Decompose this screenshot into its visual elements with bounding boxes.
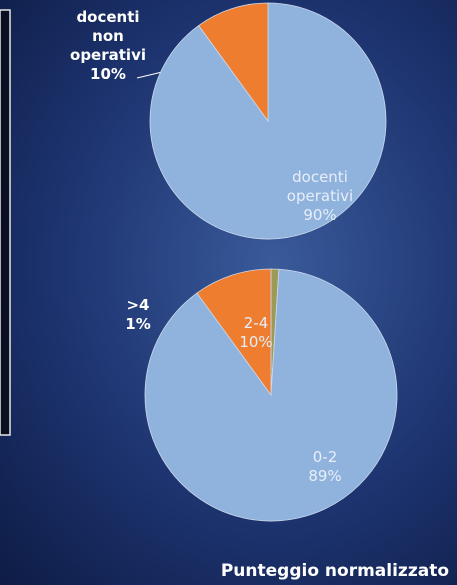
- chart-caption: Punteggio normalizzato: [221, 561, 449, 581]
- slice-label: 2-4: [226, 314, 286, 333]
- slice-value-label: 10%: [226, 333, 286, 352]
- slice-value-label: 89%: [285, 467, 365, 486]
- slice-label: >4: [118, 296, 158, 315]
- chart: [0, 0, 457, 585]
- slice-label: docenti non operativi: [68, 8, 148, 65]
- slice-value-label: 10%: [68, 65, 148, 84]
- slide: Punteggio normalizzato docenti operativi…: [0, 0, 457, 585]
- slice-value-label: 90%: [270, 206, 370, 225]
- side-panel: [0, 10, 10, 435]
- slice-value-label: 1%: [118, 315, 158, 334]
- slice-label: 0-2: [285, 448, 365, 467]
- slice-label: docenti operativi: [270, 168, 370, 206]
